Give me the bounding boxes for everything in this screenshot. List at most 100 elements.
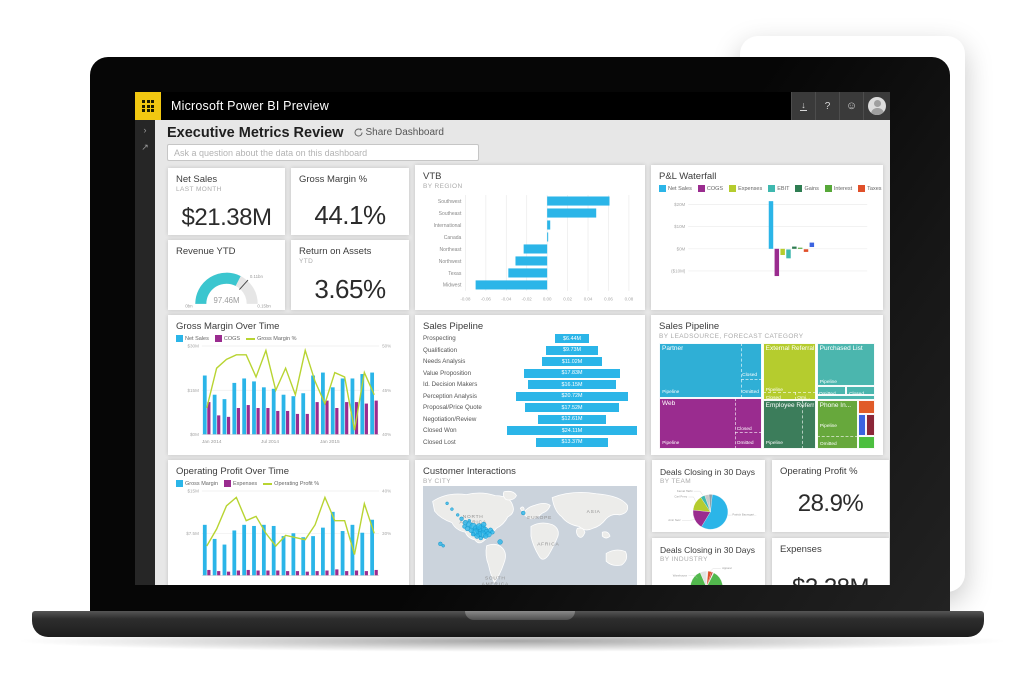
tile-operating-profit-over-time[interactable]: Operating Profit Over Time Gross Margin E… — [168, 460, 409, 585]
tile-title: Operating Profit Over Time — [176, 466, 289, 477]
tile-pl-waterfall[interactable]: P&L Waterfall Net Sales COGS Expenses EBIT G… — [651, 165, 883, 310]
funnel-stage-label: Needs Analysis — [423, 358, 466, 366]
bar — [226, 571, 231, 576]
funnel-stage-label: Value Proposition — [423, 369, 472, 377]
left-nav-rail: › ↗ — [135, 120, 155, 585]
bar — [276, 410, 280, 435]
callout-line — [693, 491, 703, 496]
treemap-divider — [762, 391, 816, 393]
map-landmass — [605, 549, 628, 566]
tile-title: Customer Interactions — [423, 466, 516, 477]
pie-svg: Apparel Warehouse — [673, 566, 732, 585]
tile-title: Gross Margin % — [299, 174, 368, 185]
map-region-label: NORTH — [463, 514, 484, 520]
y-tick-label: ($10M) — [671, 269, 686, 274]
revenue-gauge-chart: 97.46M 0bn 0.15bn 0.11bn — [176, 258, 277, 310]
laptop-shadow — [12, 630, 1012, 652]
category-label: Northwest — [439, 259, 462, 265]
legend-item: Taxes — [858, 185, 882, 192]
y-tick-label: $20M — [674, 202, 685, 207]
dashboard-header: Executive Metrics Review Share Dashboard — [167, 125, 444, 141]
bar — [222, 399, 227, 435]
x-axis-label: Jul 2014 — [261, 439, 279, 445]
treemap-sublabel: Omitted — [819, 441, 837, 447]
tile-revenue-ytd[interactable]: Revenue YTD 97.46M 0bn 0.15bn 0.11bn — [168, 240, 285, 310]
bar — [256, 408, 260, 435]
tile-return-on-assets[interactable]: Return on Assets YTD 3.65% — [291, 240, 409, 310]
legend-label: Operating Profit % — [274, 480, 320, 487]
x-tick-label: 0.08 — [625, 297, 634, 302]
legend-swatch — [795, 185, 803, 192]
legend-label: COGS — [706, 185, 724, 192]
bar — [547, 232, 549, 242]
bar — [236, 408, 240, 435]
share-dashboard-button[interactable]: Share Dashboard — [354, 127, 444, 138]
bar — [768, 201, 774, 249]
nav-collapse-icon[interactable]: › — [143, 125, 147, 135]
app-title: Microsoft Power BI Preview — [171, 99, 330, 113]
bar — [360, 374, 365, 435]
bar — [242, 378, 247, 435]
map-bubble — [438, 541, 443, 547]
funnel-bar-value: $17.83M — [561, 370, 583, 377]
funnel-stage-label: Id. Decision Makers — [423, 381, 478, 389]
tile-deals-closing-by-team[interactable]: Deals Closing in 30 Days BY TEAM Kamal H… — [652, 460, 765, 532]
treemap-node — [816, 394, 875, 401]
treemap-sublabel: Pipeline — [765, 387, 783, 393]
treemap-divider — [741, 343, 743, 399]
map-landmass — [519, 506, 525, 512]
tile-subtitle: YTD — [299, 258, 314, 265]
tile-gross-margin-over-time[interactable]: Gross Margin Over Time Net Sales COGS Gros… — [168, 315, 409, 455]
map-landmass — [576, 527, 586, 538]
tile-net-sales[interactable]: Net Sales LAST MONTH $21.38M — [168, 168, 285, 235]
funnel-row: Needs Analysis $11.02M — [423, 356, 637, 368]
funnel-stage-label: Qualification — [423, 346, 458, 354]
bar — [261, 524, 266, 576]
treemap-sublabel: Closed — [849, 391, 865, 397]
dashboard-title: Executive Metrics Review — [167, 125, 344, 141]
nav-popout-icon[interactable]: ↗ — [141, 142, 149, 152]
tile-customer-interactions[interactable]: Customer Interactions BY CITY NORTHAMERI… — [415, 460, 645, 585]
tile-sales-pipeline-treemap[interactable]: Sales Pipeline BY LEADSOURCE, FORECAST C… — [651, 315, 883, 455]
bar — [226, 416, 231, 435]
tile-vtb[interactable]: VTB BY REGION -0.08 -0.06 -0.04 -0.02 0.00 0.… — [415, 165, 645, 310]
combo-svg: $15M $7.5M 40% 30% — [186, 489, 391, 576]
waffle-menu-button[interactable] — [135, 92, 161, 120]
account-button[interactable] — [863, 92, 890, 120]
bar — [281, 536, 286, 576]
funnel-bar-zone: $9.73M — [507, 345, 637, 355]
left-tick-label: $30M — [187, 344, 199, 349]
map-region-label: AFRICA — [537, 542, 559, 548]
tile-gross-margin-pct[interactable]: Gross Margin % 44.1% — [291, 168, 409, 235]
tile-deals-closing-by-industry[interactable]: Deals Closing in 30 Days BY INDUSTRY App… — [652, 538, 765, 585]
combo-svg: $30M $15M $0M 50% 45% 40% Jan 2014 Jul 2014 Jan … — [187, 344, 391, 445]
tile-operating-profit-pct[interactable]: Operating Profit % 28.9% — [772, 460, 889, 532]
bar — [246, 405, 250, 435]
legend-item: Gross Margin — [176, 480, 218, 487]
legend-item: Expenses — [224, 480, 257, 487]
funnel-row: Id. Decision Makers $16.15M — [423, 379, 637, 391]
funnel-bar-zone: $6.44M — [507, 334, 637, 344]
map-landmass — [601, 531, 611, 539]
bar — [202, 375, 207, 435]
feedback-button[interactable]: ☺ — [839, 92, 863, 120]
bar — [261, 387, 266, 435]
map-bubble — [462, 524, 467, 529]
tile-sales-pipeline-funnel[interactable]: Sales Pipeline Prospecting $6.44M Qualific… — [415, 315, 645, 455]
tile-title: Deals Closing in 30 Days — [660, 467, 755, 477]
funnel-bar-value: $12.61M — [561, 416, 583, 423]
help-button[interactable]: ? — [815, 92, 839, 120]
map-region-label: ASIA — [587, 509, 601, 515]
kpi-value: 3.65% — [314, 274, 386, 304]
download-button[interactable]: ↓ — [791, 92, 815, 120]
industry-pie-chart: Apparel Warehouse — [660, 564, 757, 585]
bar — [202, 524, 207, 576]
funnel-row: Prospecting $6.44M — [423, 333, 637, 345]
app-body: › ↗ Executive Metrics Review Share Dashb… — [135, 120, 890, 585]
tile-expenses[interactable]: Expenses $2.28M — [772, 538, 889, 585]
qna-search-input[interactable] — [167, 144, 479, 161]
right-tick-label: 40% — [382, 489, 391, 494]
legend-label: Net Sales — [668, 185, 692, 192]
kpi-value: 28.9% — [797, 490, 864, 517]
treemap-sublabel: Omitted — [818, 391, 836, 397]
